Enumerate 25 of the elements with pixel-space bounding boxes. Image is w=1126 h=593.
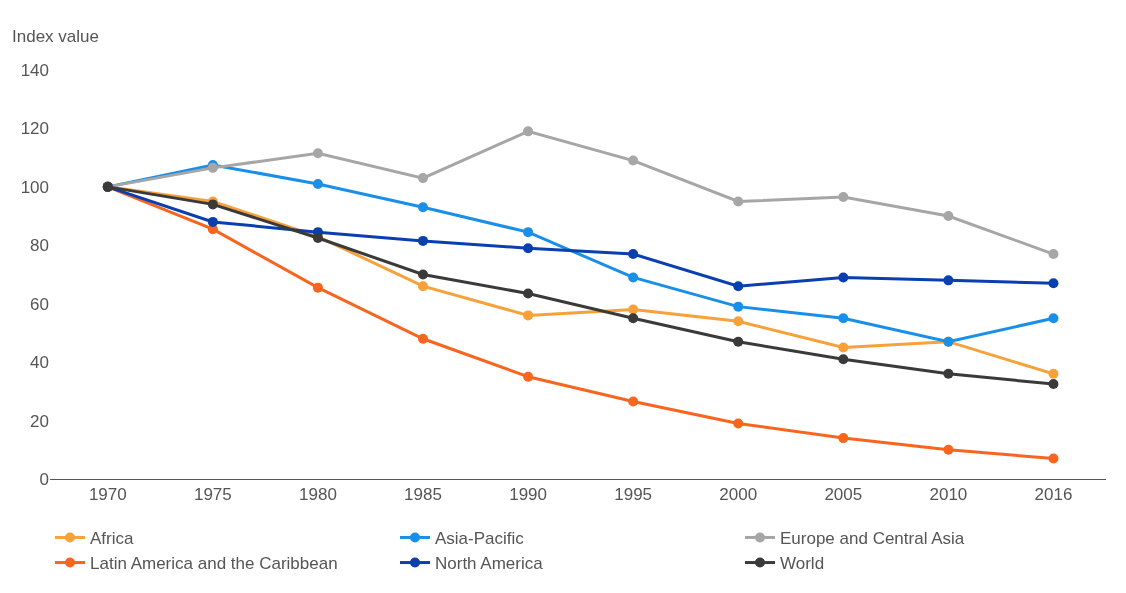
- x-tick-label: 1990: [509, 485, 547, 505]
- y-tick-label: 120: [20, 119, 49, 139]
- legend-label: Latin America and the Caribbean: [90, 554, 338, 574]
- x-tick-label: 2005: [824, 485, 863, 505]
- y-tick-label: 140: [20, 60, 49, 80]
- x-tick-label: 1980: [299, 485, 337, 505]
- legend-label: Asia-Pacific: [435, 529, 525, 549]
- legend-label: World: [780, 554, 825, 574]
- x-tick-label: 1985: [404, 485, 442, 505]
- x-tick-label: 1995: [614, 485, 653, 505]
- x-tick-label: 1970: [88, 485, 127, 505]
- x-tick-label: 2016: [1034, 485, 1073, 505]
- y-tick-label: 0: [39, 469, 49, 489]
- y-tick-label: 60: [30, 294, 49, 314]
- y-tick-label: 40: [30, 353, 49, 373]
- y-tick-label: 20: [30, 411, 49, 431]
- legend-label: Europe and Central Asia: [780, 529, 965, 549]
- y-tick-label: 80: [30, 236, 49, 256]
- y-axis-title: Index value: [12, 27, 99, 46]
- legend-label: Africa: [90, 529, 134, 549]
- x-tick-label: 1975: [193, 485, 232, 505]
- x-tick-label: 2000: [719, 485, 758, 505]
- x-tick-label: 2010: [929, 485, 968, 505]
- legend-label: North America: [435, 554, 544, 574]
- y-tick-label: 100: [20, 177, 49, 197]
